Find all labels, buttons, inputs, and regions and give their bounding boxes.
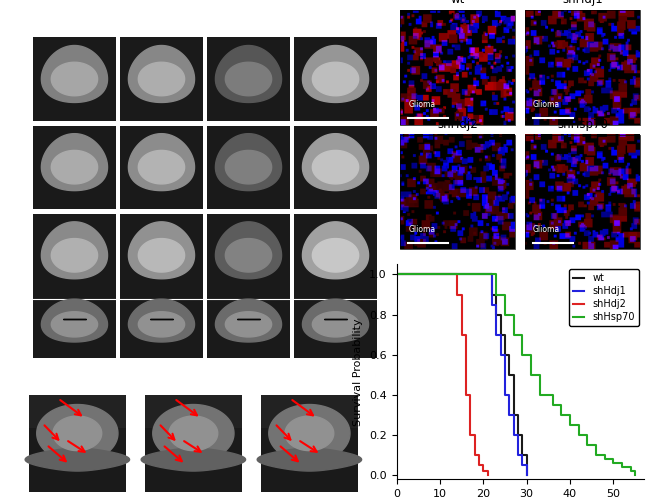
Text: axial: axial — [17, 423, 26, 443]
Text: wt: wt — [6, 72, 16, 86]
Polygon shape — [169, 416, 218, 451]
Bar — [261, 395, 358, 471]
Polygon shape — [302, 45, 369, 102]
Polygon shape — [129, 299, 194, 342]
Bar — [120, 37, 203, 121]
Bar — [33, 37, 116, 121]
Polygon shape — [42, 299, 107, 342]
Polygon shape — [25, 448, 129, 471]
Polygon shape — [51, 150, 98, 184]
Bar — [207, 291, 290, 357]
Text: C6-shHdj2: C6-shHdj2 — [3, 373, 12, 425]
Polygon shape — [215, 299, 281, 342]
Polygon shape — [226, 239, 272, 272]
Polygon shape — [215, 45, 281, 102]
Bar — [29, 395, 125, 471]
Polygon shape — [51, 62, 98, 96]
Polygon shape — [138, 312, 185, 337]
Bar — [120, 214, 203, 297]
Bar — [33, 291, 116, 357]
Polygon shape — [313, 62, 359, 96]
Text: MSME: MSME — [320, 18, 351, 27]
Polygon shape — [153, 405, 234, 462]
Bar — [33, 214, 116, 297]
Polygon shape — [42, 134, 107, 191]
Bar — [207, 214, 290, 297]
Bar — [525, 10, 640, 125]
Bar — [294, 291, 377, 357]
Text: RARE-T1: RARE-T1 — [53, 18, 96, 27]
Polygon shape — [269, 405, 350, 462]
Bar — [525, 135, 640, 249]
Polygon shape — [138, 239, 185, 272]
Legend: wt, shHdj1, shHdj2, shHsp70: wt, shHdj1, shHdj2, shHsp70 — [569, 269, 639, 326]
Bar — [207, 37, 290, 121]
Polygon shape — [313, 150, 359, 184]
Polygon shape — [302, 134, 369, 191]
Bar — [145, 428, 242, 492]
Text: shHsp70: shHsp70 — [557, 118, 608, 131]
Polygon shape — [138, 62, 185, 96]
Polygon shape — [42, 222, 107, 279]
Text: shHdj2: shHdj2 — [437, 118, 478, 131]
Text: sagittal: sagittal — [17, 444, 26, 475]
Bar — [145, 395, 242, 471]
Text: shHdj1: shHdj1 — [562, 0, 603, 6]
Bar — [261, 428, 358, 492]
Bar — [294, 214, 377, 297]
Polygon shape — [285, 416, 333, 451]
Bar — [29, 428, 125, 492]
Polygon shape — [215, 222, 281, 279]
Bar — [400, 135, 515, 249]
Polygon shape — [129, 45, 194, 102]
Polygon shape — [138, 150, 185, 184]
Polygon shape — [215, 134, 281, 191]
Text: shHdj1: shHdj1 — [6, 148, 16, 186]
Polygon shape — [226, 312, 272, 337]
Polygon shape — [37, 405, 118, 462]
Text: Glioma: Glioma — [408, 225, 436, 234]
Polygon shape — [302, 222, 369, 279]
Polygon shape — [129, 222, 194, 279]
Y-axis label: Survival Probability: Survival Probability — [354, 318, 363, 426]
Text: FLASH: FLASH — [232, 18, 265, 27]
Polygon shape — [226, 62, 272, 96]
Text: shHsp70: shHsp70 — [6, 232, 16, 279]
Polygon shape — [302, 299, 369, 342]
Bar — [294, 37, 377, 121]
Text: RARE-T1: RARE-T1 — [58, 374, 97, 383]
Text: TurboRARE-T2: TurboRARE-T2 — [126, 18, 197, 27]
Polygon shape — [313, 239, 359, 272]
Text: Glioma: Glioma — [533, 100, 560, 109]
Text: wt: wt — [450, 0, 465, 6]
Text: TurboRARE-T2: TurboRARE-T2 — [161, 374, 226, 383]
Text: FLASH: FLASH — [294, 374, 324, 383]
Polygon shape — [129, 134, 194, 191]
Polygon shape — [313, 312, 359, 337]
Bar — [120, 291, 203, 357]
Polygon shape — [257, 448, 361, 471]
Polygon shape — [42, 45, 107, 102]
Polygon shape — [51, 239, 98, 272]
Bar — [33, 126, 116, 209]
Text: Glioma: Glioma — [408, 100, 436, 109]
Polygon shape — [141, 448, 246, 471]
Bar — [120, 126, 203, 209]
Polygon shape — [53, 416, 101, 451]
Bar — [400, 10, 515, 125]
Text: Glioma: Glioma — [533, 225, 560, 234]
Polygon shape — [226, 150, 272, 184]
Bar — [207, 126, 290, 209]
Polygon shape — [51, 312, 98, 337]
Bar — [294, 126, 377, 209]
